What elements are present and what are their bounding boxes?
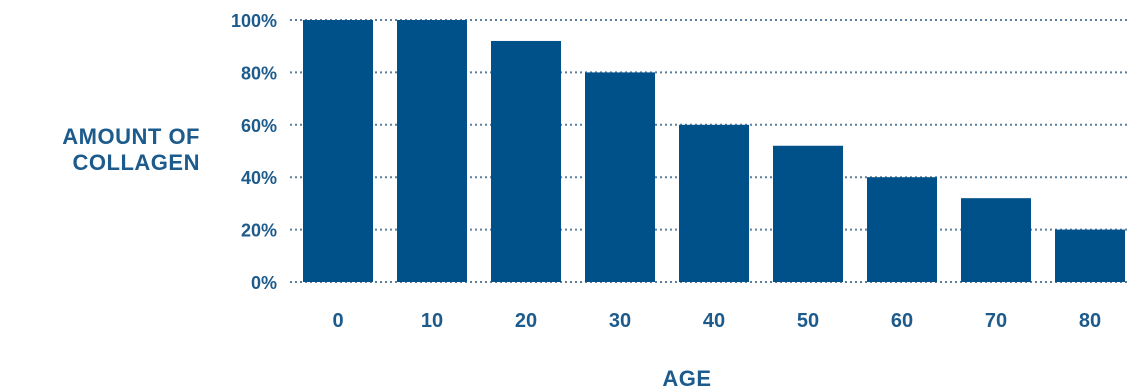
x-tick-label: 0	[332, 310, 343, 332]
y-tick-label: 20%	[241, 221, 277, 241]
bar	[397, 20, 467, 282]
bars	[303, 20, 1125, 283]
y-tick-label: 100%	[231, 11, 277, 31]
bar	[961, 198, 1031, 282]
x-tick-label: 50	[797, 310, 819, 332]
bar	[491, 40, 561, 283]
y-tick-label: 80%	[241, 63, 277, 83]
bar	[867, 177, 937, 282]
y-axis-title: AMOUNT OF COLLAGEN	[10, 124, 200, 176]
x-tick-label: 40	[703, 310, 725, 332]
x-tick-label: 10	[421, 310, 443, 332]
y-tick-labels: 0% 20% 40% 60% 80% 100%	[231, 11, 277, 293]
x-tick-label: 30	[609, 310, 631, 332]
bar	[303, 20, 373, 282]
bar	[773, 145, 843, 282]
x-tick-label: 70	[985, 310, 1007, 332]
y-axis-title-line-2: COLLAGEN	[72, 150, 200, 175]
x-tick-label: 20	[515, 310, 537, 332]
x-tick-labels: 0 10 20 30 40 50 60 70 80	[332, 310, 1101, 332]
bar	[1055, 229, 1125, 282]
x-tick-label: 60	[891, 310, 913, 332]
x-tick-label: 80	[1079, 310, 1101, 332]
x-axis-title: AGE	[662, 366, 712, 391]
y-axis-title-line-1: AMOUNT OF	[62, 124, 200, 149]
y-tick-label: 40%	[241, 168, 277, 188]
y-tick-label: 0%	[251, 273, 277, 293]
bar	[679, 124, 749, 282]
y-tick-label: 60%	[241, 116, 277, 136]
bar	[585, 72, 655, 283]
